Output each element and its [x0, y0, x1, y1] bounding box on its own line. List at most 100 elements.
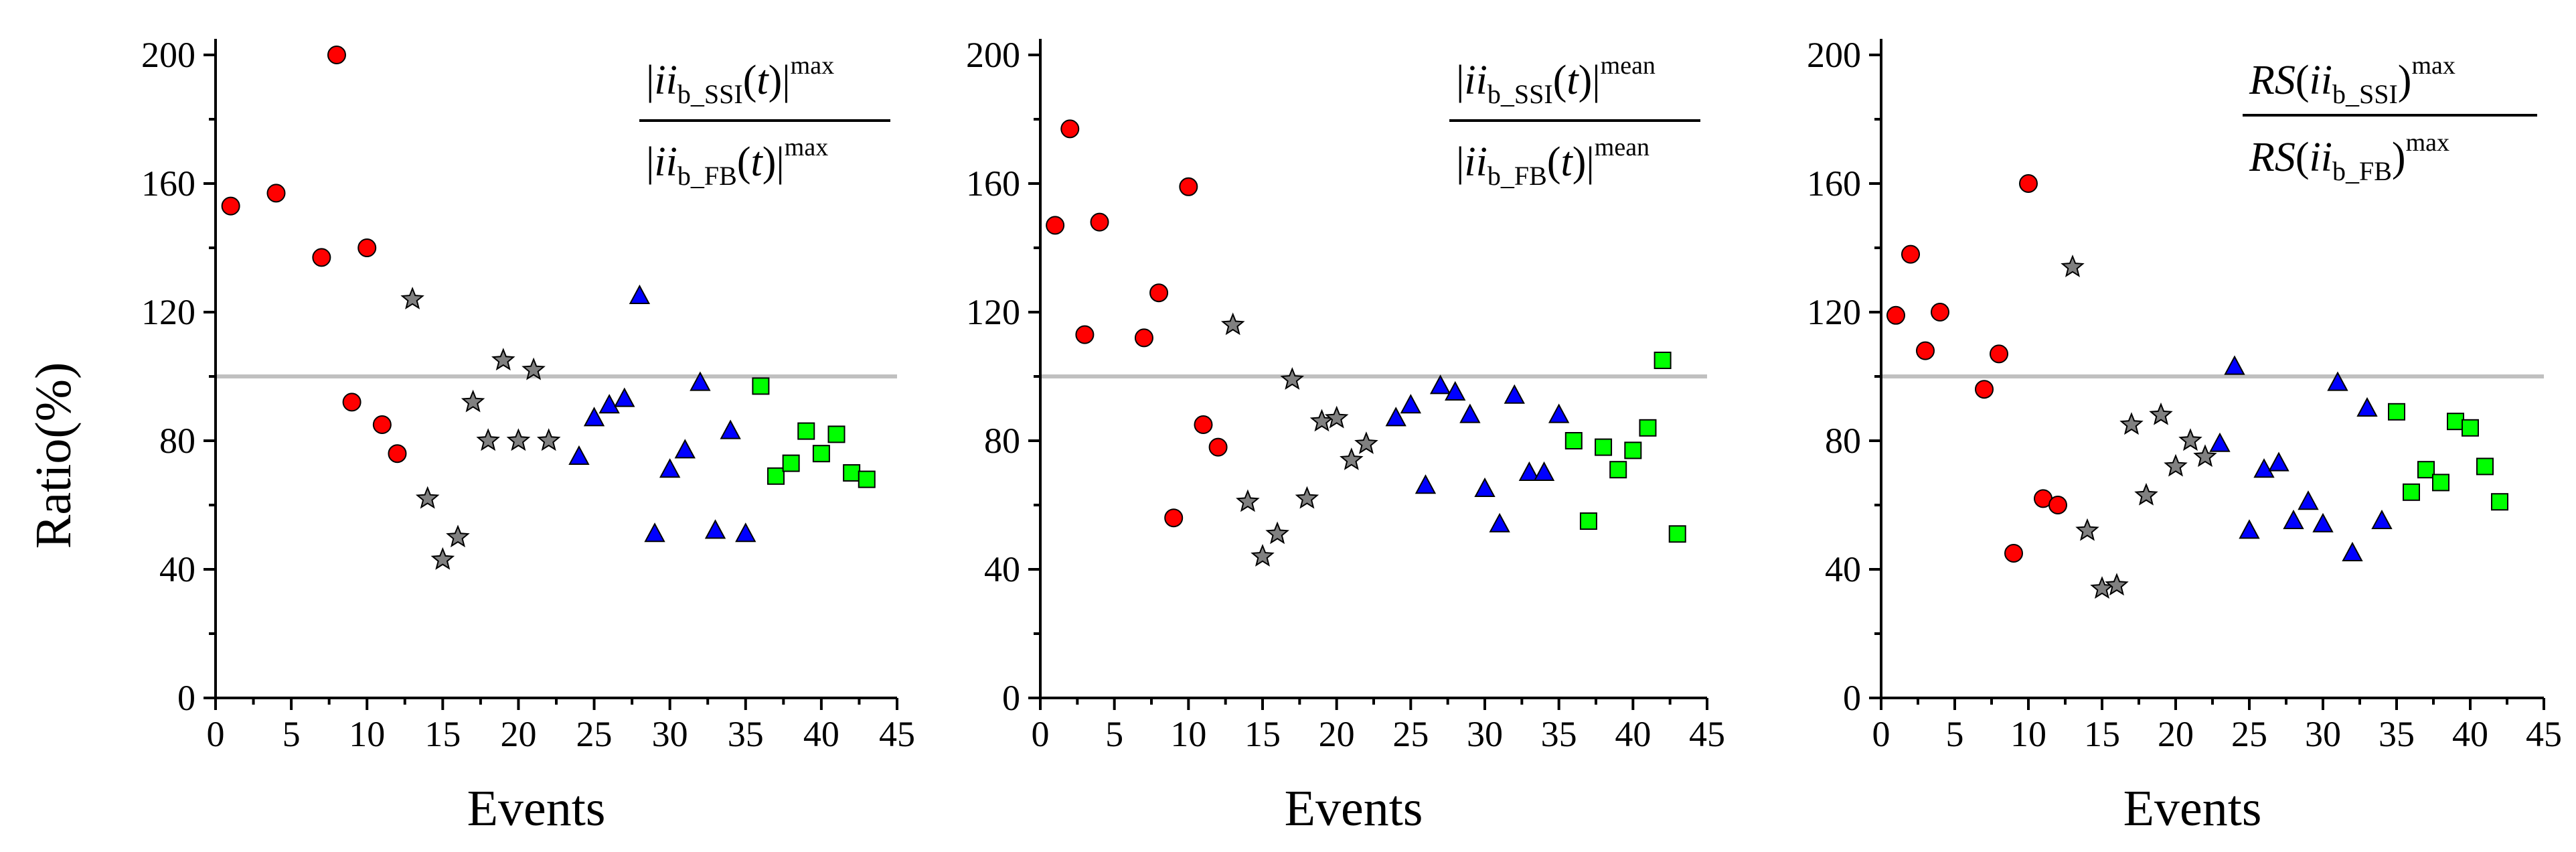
data-point-green	[1579, 512, 1597, 530]
y-tick-label: 0	[1002, 678, 1020, 718]
data-point-blue	[2209, 432, 2231, 452]
data-point-blue	[1518, 461, 1540, 481]
x-tick-label: 45	[2526, 714, 2562, 754]
formula-numerator: |iib_SSI(t)|max	[646, 52, 834, 109]
data-point-red	[1916, 341, 1935, 360]
data-point-red	[372, 415, 392, 434]
y-tick-label: 40	[159, 549, 195, 589]
x-tick-label: 10	[1170, 714, 1206, 754]
data-point-red	[342, 393, 361, 412]
y-axis-title: Ratio(%)	[25, 362, 82, 549]
data-point-gray	[536, 428, 561, 451]
ratio-formula: |iib_SSI(t)|mean |iib_FB(t)|mean	[1449, 52, 1700, 191]
x-tick-label: 10	[2010, 714, 2046, 754]
data-point-gray	[1354, 431, 1378, 454]
x-tick-label: 10	[349, 714, 385, 754]
data-point-blue	[2371, 509, 2393, 529]
data-point-red	[1931, 303, 1949, 322]
x-tick-label: 0	[207, 714, 225, 754]
data-point-red	[1194, 415, 1213, 434]
y-tick-label: 200	[966, 35, 1020, 75]
data-point-blue	[1429, 374, 1451, 395]
x-tick-label: 20	[500, 714, 536, 754]
data-point-green	[2403, 483, 2420, 501]
y-tick-label: 80	[1825, 421, 1861, 461]
data-point-gray	[476, 428, 500, 451]
ratio-formula: |iib_SSI(t)|max |iib_FB(t)|max	[639, 52, 890, 191]
data-point-blue	[1385, 407, 1406, 427]
data-point-green	[827, 425, 846, 443]
data-point-gray	[1295, 486, 1319, 509]
y-tick-label: 0	[1843, 678, 1861, 718]
data-point-blue	[1504, 384, 1525, 404]
y-tick-label: 160	[141, 163, 195, 204]
x-tick-label: 25	[1392, 714, 1429, 754]
data-point-green	[1624, 441, 1642, 459]
data-point-gray	[1236, 489, 1260, 512]
data-point-red	[2019, 174, 2038, 193]
data-point-red	[266, 184, 286, 203]
chart-panel-1: 0 40 80 120 160 200 0 5 10 15 20 25 30 35 40 45 Events Ra…	[25, 35, 915, 837]
data-point-gray	[1309, 409, 1334, 432]
data-point-blue	[2312, 512, 2334, 532]
data-point-blue	[2224, 355, 2245, 375]
data-point-blue	[690, 371, 711, 391]
data-point-gray	[506, 428, 531, 451]
data-point-gray	[2178, 428, 2202, 451]
x-tick-label: 25	[576, 714, 613, 754]
x-tick-label: 40	[1615, 714, 1651, 754]
data-point-gray	[491, 348, 515, 371]
chart-panel-3: 0 40 80 120 160 200 0 5 10 15 20 25 30 35 40 45 Events RS…	[1807, 35, 2562, 837]
data-point-gray	[2193, 444, 2217, 468]
data-point-blue	[583, 407, 605, 427]
data-point-blue	[704, 519, 726, 539]
data-point-red	[1901, 244, 1920, 264]
data-point-gray	[446, 524, 470, 548]
data-point-green	[1639, 419, 1657, 437]
data-point-red	[1990, 344, 2008, 364]
x-tick-label: 0	[1032, 714, 1050, 754]
data-point-gray	[430, 547, 455, 570]
data-point-red	[357, 238, 377, 257]
data-point-green	[797, 422, 815, 440]
formula-denominator: |iib_FB(t)|mean	[1456, 133, 1649, 191]
x-tick-label: 0	[1872, 714, 1890, 754]
x-tick-label: 25	[2231, 714, 2267, 754]
data-point-gray	[2134, 482, 2158, 506]
data-point-green	[858, 470, 876, 488]
data-point-red	[1886, 305, 1905, 325]
data-point-gray	[2119, 412, 2144, 435]
data-point-green	[752, 377, 770, 395]
y-tick-label: 80	[159, 421, 195, 461]
x-axis-title: Events	[2123, 780, 2262, 837]
data-point-blue	[2327, 371, 2348, 391]
data-point-red	[2004, 544, 2023, 563]
data-point-blue	[629, 284, 651, 304]
data-point-gray	[2105, 573, 2129, 596]
data-point-gray	[1251, 544, 1275, 567]
x-tick-label: 35	[1541, 714, 1577, 754]
data-point-blue	[2342, 541, 2363, 561]
data-point-blue	[598, 394, 620, 414]
data-point-blue	[614, 387, 635, 407]
data-point-blue	[1445, 380, 1466, 401]
y-tick-label: 80	[984, 421, 1020, 461]
y-tick-label: 0	[177, 678, 195, 718]
data-point-green	[1609, 461, 1627, 479]
data-point-blue	[2268, 451, 2289, 472]
y-tick-label: 120	[966, 292, 1020, 332]
data-point-gray	[1324, 405, 1349, 429]
data-point-gray	[400, 287, 424, 309]
data-point-blue	[659, 458, 681, 478]
x-tick-label: 5	[1946, 714, 1964, 754]
x-tick-label: 40	[2452, 714, 2488, 754]
x-tick-label: 30	[1467, 714, 1503, 754]
data-point-gray	[1220, 312, 1245, 336]
y-tick-label: 200	[141, 35, 195, 75]
data-point-red	[1164, 508, 1184, 528]
data-point-blue	[1548, 403, 1570, 423]
x-tick-label: 40	[803, 714, 839, 754]
data-point-blue	[1489, 512, 1510, 532]
x-tick-label: 5	[1105, 714, 1123, 754]
data-point-gray	[461, 389, 485, 413]
